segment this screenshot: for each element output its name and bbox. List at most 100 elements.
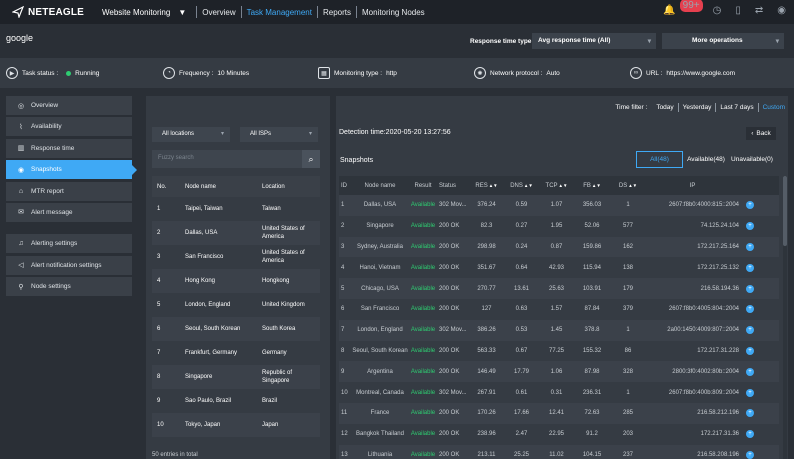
nav-overview[interactable]: Overview — [202, 7, 236, 17]
tab-available[interactable]: Available(48) — [687, 156, 725, 163]
node-name: Seoul, South Korean — [185, 326, 241, 332]
table-row[interactable]: 4 Hanoi, Vietnam Available 200 OK 351.67 0.64… — [339, 257, 779, 278]
sidebar-item-alert-notification-settings[interactable]: ◁ Alert notification settings — [6, 255, 132, 275]
table-row[interactable]: 13 Lithuania Available 200 OK 213.11 25.25 11.… — [339, 444, 779, 459]
snapshot-tcp: 11.02 — [549, 451, 564, 458]
clock-icon[interactable]: ◷ — [712, 5, 722, 16]
node-number: 4 — [157, 278, 161, 284]
snapshot-status: 302 Mov... — [439, 389, 467, 396]
snapshot-ip: 172.217.25.164 — [697, 243, 739, 250]
sidebar-item-alerting-settings[interactable]: ♫ Alerting settings — [6, 234, 132, 254]
table-row[interactable]: 7 Frankfurt, Germany Germany — [152, 341, 320, 365]
tab-all[interactable]: All(48) — [636, 151, 683, 168]
response-time-type-select[interactable]: Avg response time (All) ▾ — [532, 33, 656, 49]
nav-monitoring-nodes[interactable]: Monitoring Nodes — [361, 7, 425, 17]
url-value: https://www.google.com — [666, 69, 736, 77]
node-name: London, England — [185, 302, 231, 308]
tab-unavailable[interactable]: Unavailable(0) — [731, 156, 773, 163]
more-operations-dropdown[interactable]: More operations ▾ — [662, 33, 784, 49]
column-header-label: RES — [475, 182, 488, 189]
location-filter[interactable]: All locations ▾ — [152, 127, 230, 142]
table-row[interactable]: 1 Taipei, Taiwan Taiwan — [152, 197, 320, 221]
sidebar-item-mtr-report[interactable]: ⌂ MTR report — [6, 181, 132, 201]
table-row[interactable]: 1 Dallas, USA Available 302 Mov... 376.24 0.5… — [339, 195, 779, 216]
expand-plus-icon[interactable]: + — [746, 326, 754, 335]
notification-bell-icon[interactable]: 🔔 99+ — [663, 0, 703, 16]
column-header-sortable[interactable]: FB▲▼ — [574, 183, 610, 189]
expand-plus-icon[interactable]: + — [746, 263, 754, 272]
expand-plus-icon[interactable]: + — [746, 284, 754, 293]
node-search-input[interactable]: Fuzzy search — [152, 150, 302, 168]
expand-plus-icon[interactable]: + — [746, 305, 754, 314]
sidebar-item-response-time[interactable]: ▥ Response time — [6, 138, 132, 158]
snapshot-ds: 203 — [622, 431, 633, 438]
table-row[interactable]: 3 San Francisco United States of America — [152, 245, 320, 269]
logo[interactable]: NETEAGLE — [12, 6, 90, 18]
column-header-sortable[interactable]: DNS▲▼ — [504, 183, 539, 189]
snapshot-ip: 172.217.31.36 — [700, 431, 739, 438]
table-row[interactable]: 4 Hong Kong Hongkong — [152, 269, 320, 293]
table-row[interactable]: 5 Chicago, USA Available 200 OK 270.77 13.61 2… — [339, 278, 779, 299]
table-row[interactable]: 10 Montreal, Canada Available 302 Mov... 267… — [339, 382, 779, 403]
expand-plus-icon[interactable]: + — [746, 409, 754, 418]
table-row[interactable]: 8 Singapore Republic of Singapore — [152, 365, 320, 389]
bell-icon: ♫ — [18, 240, 24, 248]
table-row[interactable]: 9 Sao Paulo, Brazil Brazil — [152, 389, 320, 413]
node-location: United States of America — [262, 250, 305, 264]
table-row[interactable]: 12 Bangkok Thailand Available 200 OK 238.96 2… — [339, 424, 779, 445]
user-avatar-icon[interactable]: ◉ — [777, 5, 786, 16]
table-row[interactable]: 10 Tokyo, Japan Japan — [152, 413, 320, 437]
table-row[interactable]: 5 London, England United Kingdom — [152, 293, 320, 317]
snapshot-res: 267.91 — [477, 389, 496, 396]
column-header-sortable[interactable]: TCP▲▼ — [539, 183, 574, 189]
sidebar-item-node-settings[interactable]: ⚲ Node settings — [6, 277, 132, 297]
switch-icon[interactable]: ⇄ — [754, 5, 764, 16]
expand-plus-icon[interactable]: + — [746, 450, 754, 459]
scrollbar[interactable] — [783, 176, 787, 459]
column-header-sortable[interactable]: RES▲▼ — [469, 183, 504, 189]
response-time-type-value: Avg response time (All) — [538, 37, 611, 44]
snapshot-status: 200 OK — [439, 410, 460, 417]
expand-plus-icon[interactable]: + — [746, 222, 754, 231]
table-row[interactable]: 2 Singapore Available 200 OK 82.3 0.27 1.95 52.… — [339, 216, 779, 237]
table-row[interactable]: 6 Seoul, South Korean South Korea — [152, 317, 320, 341]
table-row[interactable]: 6 San Francisco Available 200 OK 127 0.63 1.57… — [339, 299, 779, 320]
scrollbar-thumb[interactable] — [783, 176, 787, 246]
snapshot-res: 213.11 — [477, 451, 496, 458]
time-filter-yesterday[interactable]: Yesterday — [682, 104, 712, 111]
table-row[interactable]: 2 Dallas, USA United States of America — [152, 221, 320, 245]
time-filter-custom[interactable]: Custom — [762, 104, 785, 111]
expand-plus-icon[interactable]: + — [746, 201, 754, 210]
time-filter-today[interactable]: Today — [656, 104, 674, 111]
module-menu[interactable]: Website Monitoring ▼ — [102, 8, 186, 17]
snapshot-id: 1 — [341, 202, 345, 209]
isp-filter[interactable]: All ISPs ▾ — [240, 127, 318, 142]
snapshot-ds: 138 — [622, 264, 633, 271]
snapshot-dns: 0.27 — [515, 223, 528, 230]
table-row[interactable]: 11 France Available 200 OK 170.26 17.66 12.41 7… — [339, 402, 779, 424]
table-row[interactable]: 7 London, England Available 302 Mov... 386.2… — [339, 319, 779, 341]
sidebar-item-overview[interactable]: ◎ Overview — [6, 96, 132, 115]
search-button[interactable]: ⌕ — [302, 150, 320, 168]
nav-task-management[interactable]: Task Management — [246, 7, 312, 17]
sidebar-item-availability[interactable]: ⌇ Availability — [6, 117, 132, 137]
expand-plus-icon[interactable]: + — [746, 367, 754, 376]
sidebar-item-snapshots[interactable]: ◉ Snapshots — [6, 160, 137, 180]
back-button[interactable]: ‹ Back — [746, 127, 776, 140]
expand-plus-icon[interactable]: + — [746, 242, 754, 251]
node-name: Taipei, Taiwan — [185, 206, 223, 212]
nav-divider — [355, 6, 357, 18]
row-action: + — [743, 222, 757, 231]
expand-plus-icon[interactable]: + — [746, 388, 754, 397]
document-icon[interactable]: ▯ — [735, 5, 741, 16]
snapshot-fb: 115.94 — [583, 264, 601, 271]
table-row[interactable]: 8 Seoul, South Korean Available 200 OK 563.3… — [339, 341, 779, 362]
sidebar-item-alert-message[interactable]: ✉ Alert message — [6, 202, 132, 222]
column-header-sortable[interactable]: DS▲▼ — [610, 183, 646, 189]
table-row[interactable]: 3 Sydney, Australia Available 200 OK 298.98 0… — [339, 236, 779, 258]
nav-reports[interactable]: Reports — [322, 7, 351, 17]
expand-plus-icon[interactable]: + — [746, 430, 754, 439]
time-filter-last-7-days[interactable]: Last 7 days — [720, 104, 754, 111]
table-row[interactable]: 9 Argentina Available 200 OK 146.49 17.79 1.06… — [339, 361, 779, 383]
expand-plus-icon[interactable]: + — [746, 346, 754, 355]
